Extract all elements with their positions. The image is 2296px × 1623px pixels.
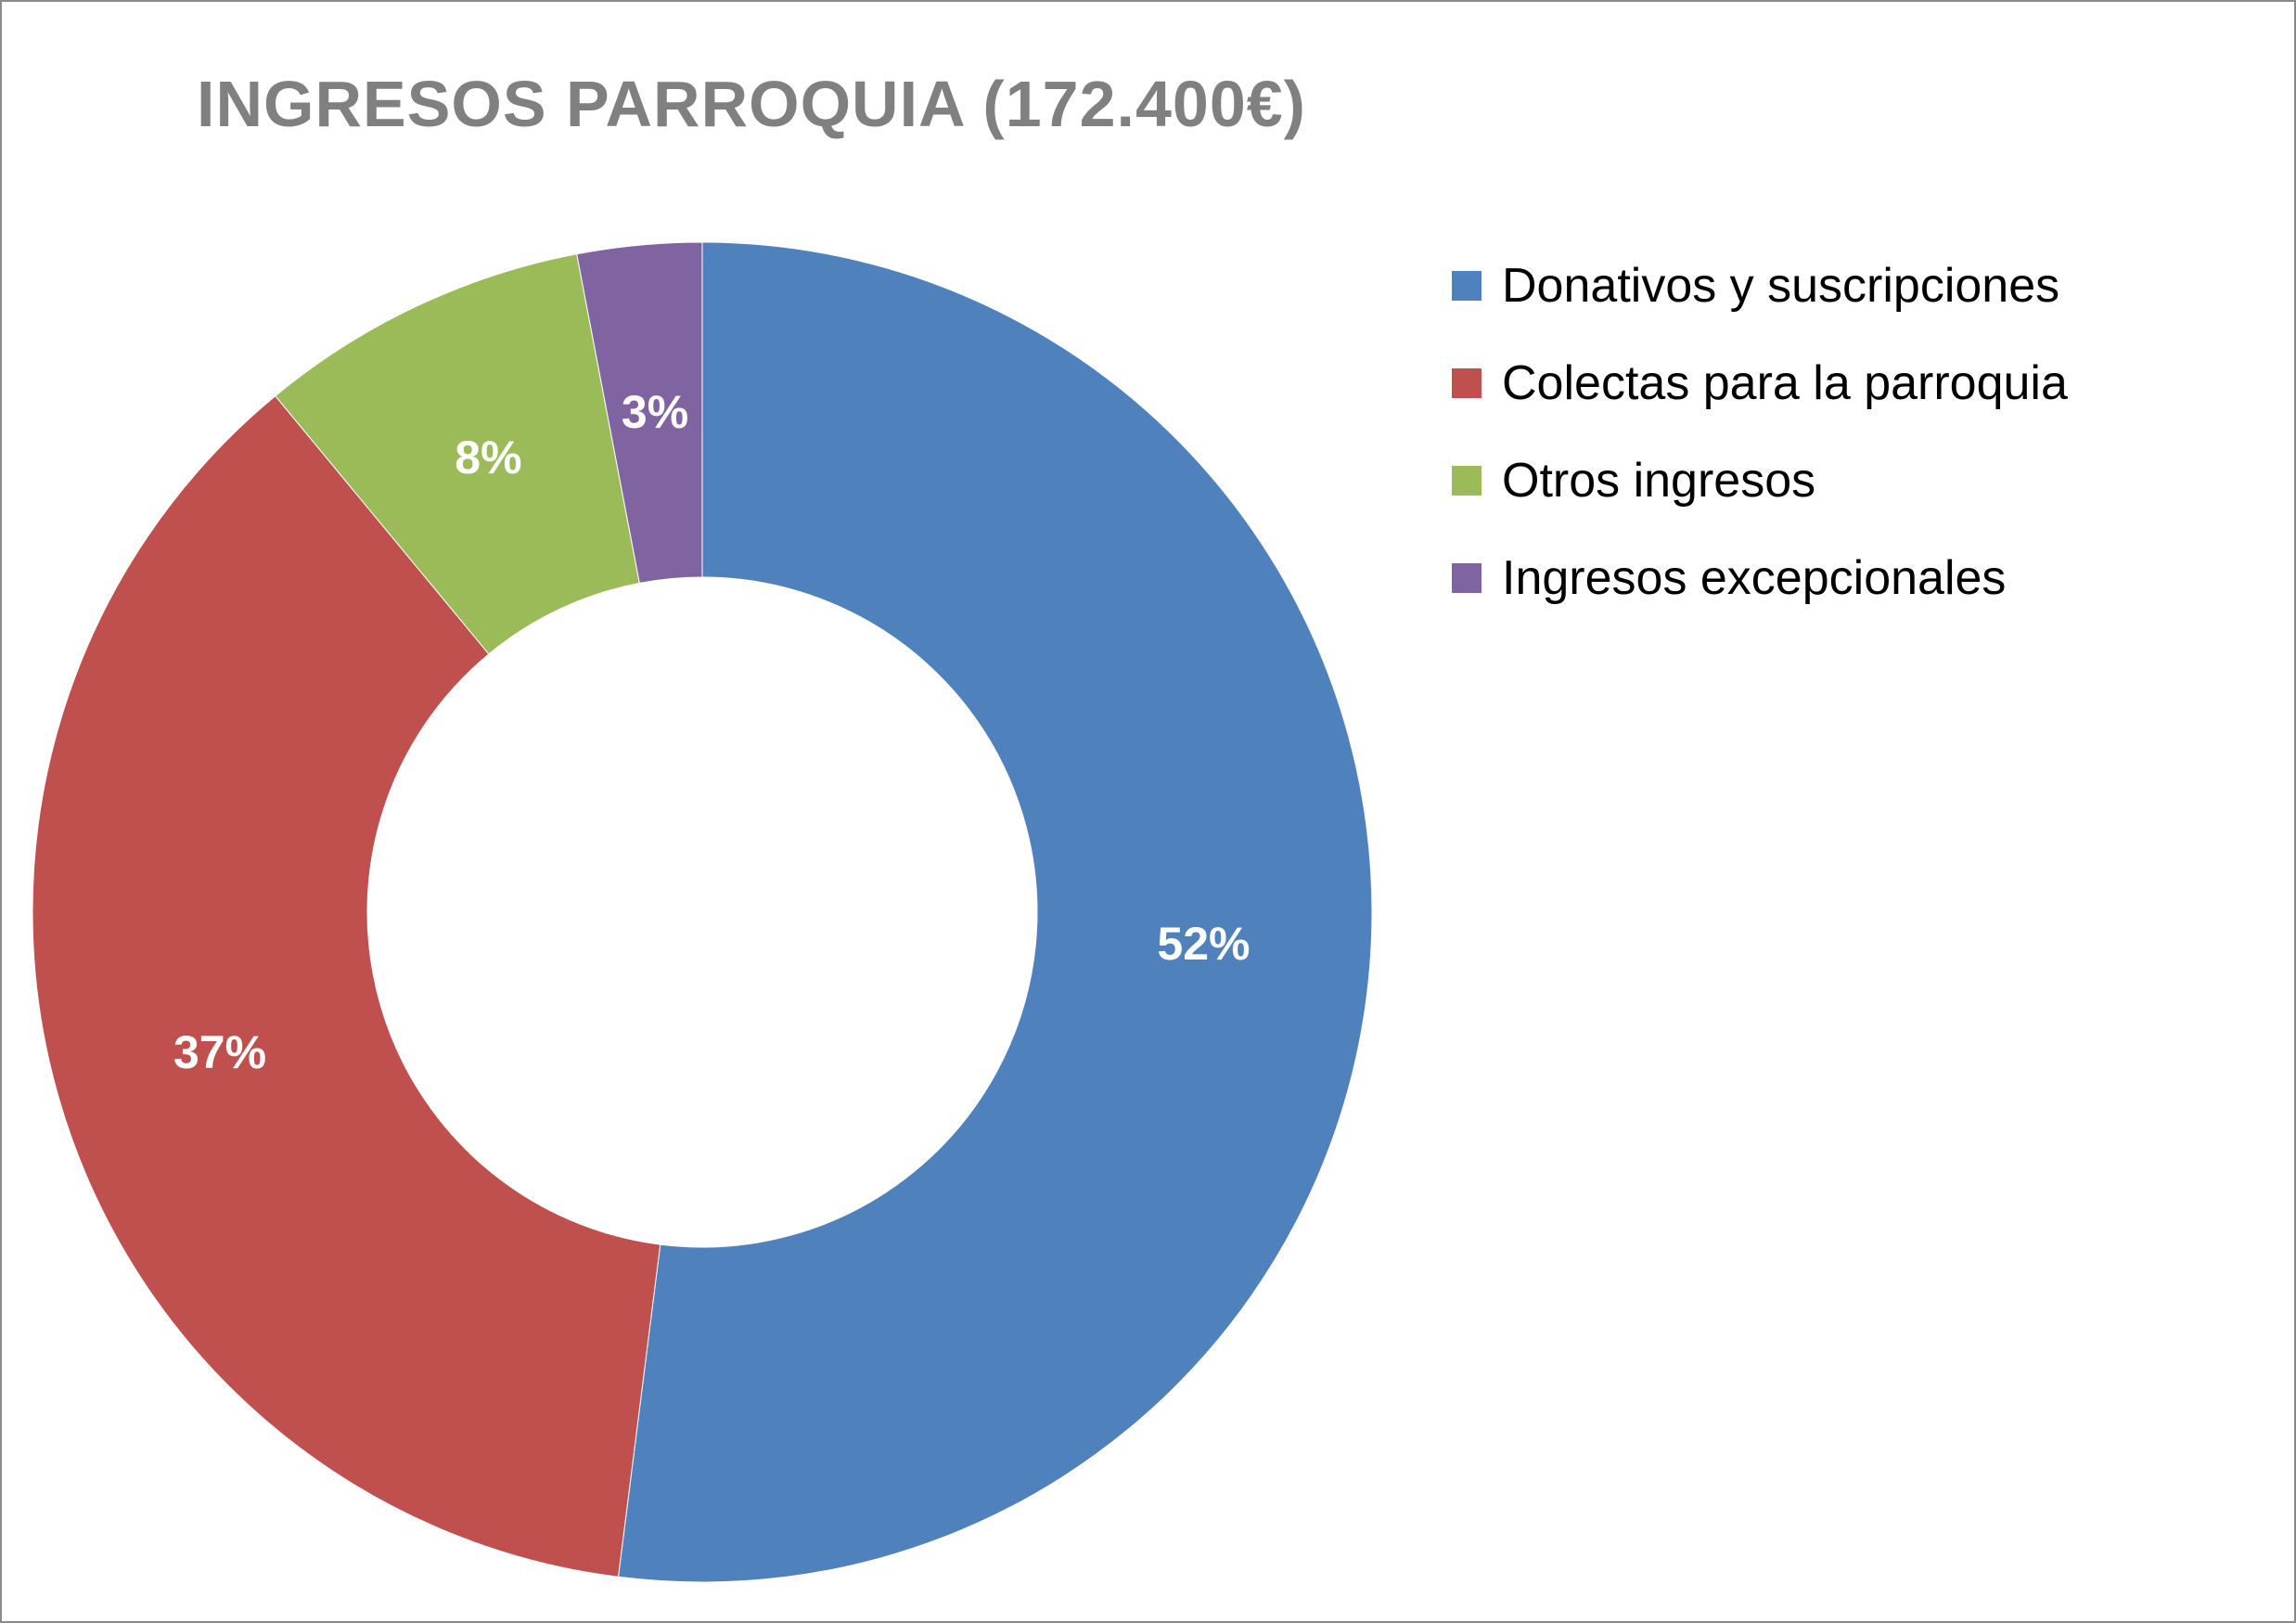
data-label-colectas-para-la-parroquia: 37%	[173, 1026, 266, 1078]
chart-legend: Donativos y suscripciones Colectas para l…	[1452, 237, 2268, 626]
legend-item-ingresos-excepcionales: Ingresos excepcionales	[1452, 529, 2268, 626]
donut-labels: 52% 37% 8% 3%	[173, 386, 1251, 1078]
legend-swatch	[1452, 270, 1481, 301]
slice-ingresos-excepcionales	[576, 241, 703, 584]
legend-item-donativos-y-suscripciones: Donativos y suscripciones	[1452, 237, 2268, 334]
legend-swatch	[1452, 562, 1481, 593]
legend-label: Otros ingresos	[1502, 453, 1816, 508]
slice-colectas-para-la-parroquia	[32, 394, 661, 1578]
slice-donativos-y-suscripciones	[617, 241, 1373, 1583]
legend-item-otros-ingresos: Otros ingresos	[1452, 432, 2268, 529]
legend-item-colectas-para-la-parroquia: Colectas para la parroquia	[1452, 334, 2268, 432]
donut-slices	[32, 241, 1373, 1583]
legend-label: Ingresos excepcionales	[1502, 550, 2007, 605]
data-label-ingresos-excepcionales: 3%	[622, 386, 688, 438]
legend-label: Colectas para la parroquia	[1502, 355, 2068, 410]
chart-title: INGRESOS PARROQUIA (172.400€)	[197, 68, 1306, 140]
legend-label: Donativos y suscripciones	[1502, 258, 2060, 313]
slice-otros-ingresos	[275, 253, 640, 655]
data-label-donativos-y-suscripciones: 52%	[1157, 918, 1250, 970]
data-label-otros-ingresos: 8%	[455, 432, 521, 483]
legend-swatch	[1452, 465, 1481, 496]
legend-swatch	[1452, 367, 1481, 398]
